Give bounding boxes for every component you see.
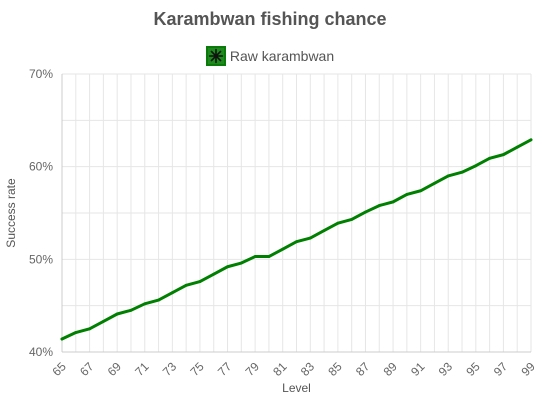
x-tick-label: 93 — [436, 359, 456, 379]
data-point — [433, 181, 436, 185]
data-point — [253, 255, 257, 258]
x-tick-label: 85 — [325, 359, 345, 379]
data-point — [281, 247, 285, 251]
data-point — [474, 164, 478, 168]
x-tick-label: 77 — [215, 359, 235, 379]
y-tick-label: 60% — [29, 160, 53, 174]
x-tick-label: 91 — [408, 359, 428, 379]
data-point — [157, 298, 160, 302]
x-tick-label: 79 — [243, 359, 263, 379]
x-tick-label: 67 — [77, 359, 97, 379]
x-tick-label: 69 — [105, 359, 125, 379]
data-point — [364, 210, 367, 214]
data-point — [446, 174, 450, 178]
data-point — [60, 337, 64, 341]
y-tick-label: 40% — [29, 345, 53, 359]
data-point — [502, 153, 505, 157]
star-marker-icon — [208, 48, 224, 64]
data-point — [377, 204, 381, 207]
x-tick-label: 97 — [491, 359, 511, 379]
x-tick-label: 95 — [463, 359, 483, 379]
data-point — [267, 255, 271, 258]
data-point — [239, 261, 243, 265]
chart-title: Karambwan fishing chance — [153, 9, 387, 29]
x-tick-label: 99 — [518, 359, 538, 379]
y-axis-title: Success rate — [4, 178, 18, 248]
x-tick-label: 75 — [187, 359, 207, 379]
data-point — [88, 327, 91, 331]
data-point — [405, 193, 409, 196]
x-tick-label: 81 — [270, 359, 290, 379]
x-tick-label: 89 — [381, 359, 401, 379]
data-point — [295, 240, 298, 244]
x-tick-label: 71 — [132, 359, 152, 379]
x-tick-label: 87 — [353, 359, 373, 379]
x-tick-label: 73 — [160, 359, 180, 379]
data-point — [184, 283, 188, 287]
data-point — [129, 308, 133, 312]
data-point — [226, 265, 229, 269]
data-point — [336, 221, 340, 225]
data-point — [101, 320, 105, 323]
legend-label: Raw karambwan — [229, 48, 335, 64]
x-axis-title: Level — [282, 381, 311, 395]
data-point — [74, 331, 78, 334]
legend-swatch — [205, 46, 226, 66]
x-tick-label: 65 — [49, 359, 69, 379]
data-point — [350, 218, 354, 221]
data-point — [529, 138, 533, 142]
data-point — [460, 170, 464, 174]
data-point — [488, 156, 492, 160]
x-tick-label: 83 — [298, 359, 318, 379]
data-point — [115, 312, 119, 316]
data-point — [308, 236, 312, 240]
data-point — [391, 200, 395, 204]
data-point — [515, 145, 519, 149]
data-point — [419, 189, 423, 193]
data-point — [212, 272, 216, 276]
data-point — [198, 280, 202, 283]
y-tick-label: 70% — [29, 67, 53, 81]
data-point — [143, 302, 147, 306]
legend[interactable]: Raw karambwan — [0, 46, 540, 66]
y-tick-label: 50% — [29, 252, 53, 266]
data-point — [322, 229, 326, 233]
data-point — [170, 291, 174, 295]
